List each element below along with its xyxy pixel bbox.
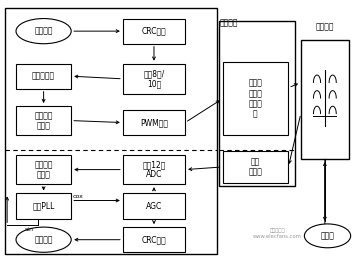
Text: 发送移位
寄存器: 发送移位 寄存器 <box>35 111 53 130</box>
Text: PWM控制: PWM控制 <box>140 118 168 127</box>
FancyBboxPatch shape <box>123 193 185 219</box>
Text: 接收信息: 接收信息 <box>35 235 53 244</box>
FancyBboxPatch shape <box>123 110 185 135</box>
FancyBboxPatch shape <box>16 155 71 184</box>
FancyBboxPatch shape <box>16 106 71 135</box>
Text: CRC计算: CRC计算 <box>142 27 166 36</box>
Text: 数字PLL: 数字PLL <box>32 202 55 210</box>
Text: 带通
滤波器: 带通 滤波器 <box>248 157 262 177</box>
FancyBboxPatch shape <box>123 64 185 94</box>
Text: AGC: AGC <box>146 202 162 210</box>
Ellipse shape <box>304 224 351 248</box>
Text: CRC校验: CRC校验 <box>142 235 166 244</box>
Text: 耦合网络: 耦合网络 <box>316 23 334 32</box>
Text: 内部12位
ADC: 内部12位 ADC <box>142 160 166 179</box>
Ellipse shape <box>16 227 71 252</box>
FancyBboxPatch shape <box>123 227 185 252</box>
FancyBboxPatch shape <box>219 21 295 186</box>
FancyBboxPatch shape <box>222 62 288 135</box>
FancyBboxPatch shape <box>301 40 349 159</box>
Text: sin: sin <box>24 227 33 232</box>
Text: 采样移位
寄存器: 采样移位 寄存器 <box>35 160 53 179</box>
Text: 低通滤
波器、
线驱动
器: 低通滤 波器、 线驱动 器 <box>248 79 262 119</box>
Text: 模拟处理: 模拟处理 <box>220 19 239 28</box>
FancyBboxPatch shape <box>5 8 217 254</box>
Text: 发送信息: 发送信息 <box>35 27 53 36</box>
Text: 电力线: 电力线 <box>321 231 334 240</box>
Text: 编码8位/
10位: 编码8位/ 10位 <box>143 69 164 89</box>
Text: cox: cox <box>73 195 84 199</box>
FancyBboxPatch shape <box>222 151 288 183</box>
FancyBboxPatch shape <box>123 155 185 184</box>
FancyBboxPatch shape <box>16 64 71 89</box>
FancyBboxPatch shape <box>123 19 185 44</box>
Text: 电子发烧友
www.elecfans.com: 电子发烧友 www.elecfans.com <box>253 228 302 238</box>
Text: 发送缓冲区: 发送缓冲区 <box>32 72 55 81</box>
Ellipse shape <box>16 19 71 44</box>
FancyBboxPatch shape <box>16 193 71 219</box>
